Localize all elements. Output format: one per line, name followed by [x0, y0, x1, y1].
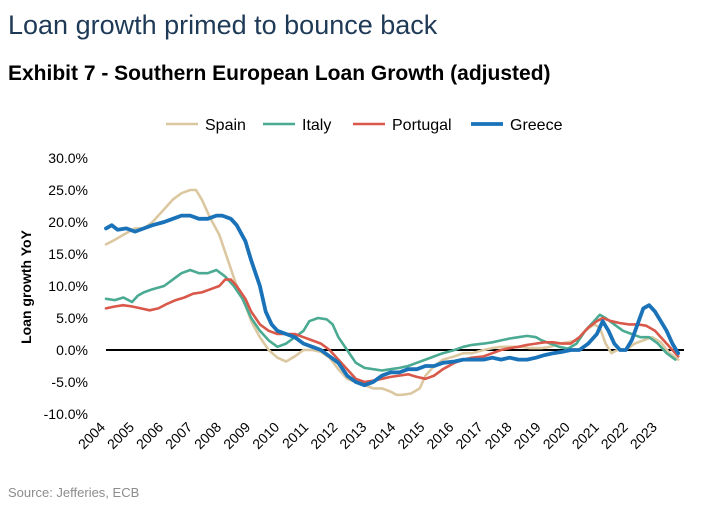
- x-tick-label: 2013: [336, 419, 369, 452]
- x-tick-label: 2023: [627, 419, 660, 452]
- series-line-greece: [104, 213, 681, 388]
- x-tick-label: 2007: [162, 419, 195, 452]
- x-tick-label: 2020: [540, 419, 573, 452]
- legend-label-italy: Italy: [302, 117, 331, 134]
- y-tick-label: 5.0%: [56, 310, 88, 326]
- x-tick-label: 2016: [423, 419, 456, 452]
- y-axis: 30.0% 25.0% 20.0% 15.0% 10.0% 5.0% 0.0% -5.0% -1…: [44, 150, 88, 422]
- x-axis: 2004200520062007200820092010201120122013…: [75, 419, 660, 452]
- x-tick-label: 2018: [481, 419, 514, 452]
- x-tick-label: 2019: [510, 419, 543, 452]
- chart-legend: Spain Italy Portugal Greece: [166, 117, 563, 134]
- x-tick-label: 2011: [279, 419, 312, 452]
- y-tick-label: 20.0%: [48, 214, 88, 230]
- y-tick-label: 10.0%: [48, 278, 88, 294]
- y-tick-label: -10.0%: [44, 406, 88, 422]
- page-headline: Loan growth primed to bounce back: [8, 10, 438, 40]
- x-tick-label: 2012: [307, 419, 340, 452]
- x-tick-label: 2008: [191, 419, 224, 452]
- y-tick-label: 0.0%: [56, 342, 88, 358]
- series-line-portugal: [104, 278, 680, 384]
- y-tick-label: 25.0%: [48, 182, 88, 198]
- chart-title: Exhibit 7 - Southern European Loan Growt…: [8, 62, 551, 85]
- legend-label-greece: Greece: [510, 117, 563, 134]
- series-lines: [104, 188, 681, 397]
- legend-label-portugal: Portugal: [392, 117, 452, 134]
- x-tick-label: 2021: [569, 419, 602, 452]
- source-note: Source: Jefferies, ECB: [8, 485, 140, 500]
- x-tick-label: 2009: [220, 419, 253, 452]
- legend-label-spain: Spain: [205, 117, 246, 134]
- series-line-italy: [104, 268, 677, 372]
- x-tick-label: 2004: [75, 419, 108, 452]
- x-tick-label: 2014: [365, 419, 398, 452]
- x-tick-label: 2010: [249, 419, 282, 452]
- x-tick-label: 2015: [394, 419, 427, 452]
- y-tick-label: 15.0%: [48, 246, 88, 262]
- y-tick-label: -5.0%: [51, 374, 88, 390]
- y-tick-label: 30.0%: [48, 150, 88, 166]
- x-tick-label: 2005: [104, 419, 137, 452]
- x-tick-label: 2017: [452, 419, 485, 452]
- y-axis-label: Loan growth YoY: [18, 229, 34, 343]
- x-tick-label: 2006: [133, 419, 166, 452]
- x-tick-label: 2022: [598, 419, 631, 452]
- series-line-spain: [104, 188, 680, 397]
